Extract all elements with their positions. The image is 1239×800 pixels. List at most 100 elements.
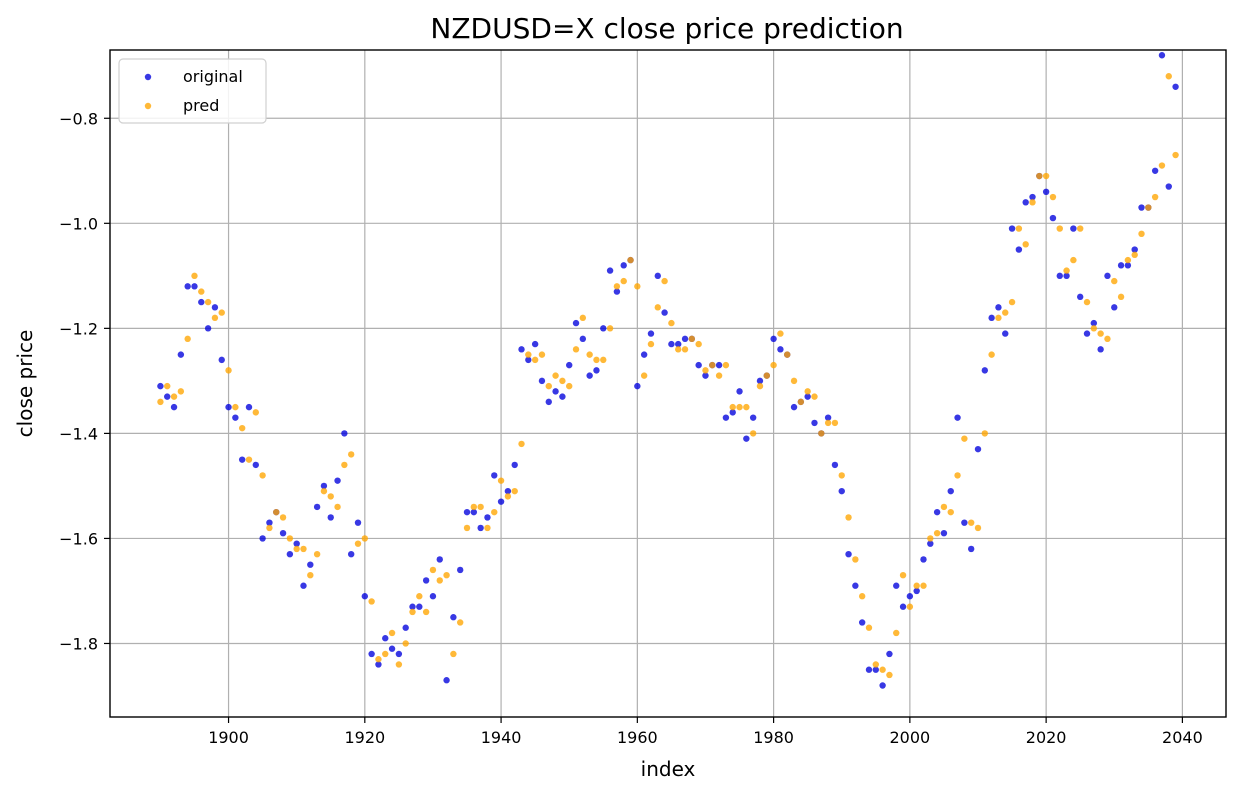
point-pred [818,430,825,437]
point-original [988,314,995,322]
point-pred [1117,293,1125,301]
point-pred [811,393,818,400]
point-original [238,456,246,463]
point-pred [1083,298,1091,306]
point-original [879,682,886,689]
point-pred [572,346,580,353]
point-pred [606,325,614,332]
point-pred [831,419,839,427]
point-original [552,388,559,395]
point-pred [995,314,1002,322]
point-original [245,403,253,411]
point-original [1056,272,1063,280]
point-original [1008,225,1016,232]
point-original [559,393,566,400]
point-pred [749,430,757,437]
legend-marker-original [144,73,152,81]
point-pred [893,629,900,637]
point-pred [416,593,423,600]
point-original [940,529,948,537]
point-pred [497,477,505,484]
point-original [838,487,845,495]
point-original [749,414,757,421]
point-pred [157,398,164,406]
point-original [1111,304,1118,311]
point-original [1029,193,1036,201]
point-pred [790,377,798,385]
point-original [586,372,593,379]
point-original [252,461,260,469]
point-pred [327,493,334,500]
point-original [279,529,287,537]
legend-box [118,58,267,124]
point-pred [784,351,791,358]
point-original [804,393,811,400]
point-pred [198,288,205,295]
point-pred [259,472,266,479]
point-pred [531,356,539,364]
x-tick-label: 2040 [1162,728,1203,747]
point-pred [395,661,403,668]
point-original [899,603,907,610]
point-pred [307,571,314,579]
point-original [715,361,723,369]
plot-frame [109,49,1227,718]
x-tick-label: 1960 [617,728,658,747]
point-original [695,361,702,369]
legend-label-pred: pred [183,96,219,115]
legend: original pred [118,58,267,124]
y-tick-label: −1.0 [59,214,98,233]
point-pred [852,556,859,563]
point-pred [688,335,696,343]
point-pred [920,582,927,589]
point-pred [838,472,845,479]
point-pred [681,346,689,353]
point-original [307,561,314,568]
point-pred [422,608,430,616]
point-pred [777,330,784,337]
point-pred [886,671,893,679]
point-pred [477,503,484,511]
point-pred [743,403,750,411]
point-original [790,403,798,411]
point-pred [654,304,661,311]
point-original [470,508,478,516]
point-pred [545,382,552,390]
point-original [429,593,437,600]
point-pred [1056,225,1063,232]
point-pred [388,629,396,637]
point-original [518,346,525,353]
point-original [531,340,539,348]
point-pred [613,283,621,290]
point-pred [1097,330,1104,337]
point-original [538,377,546,385]
point-pred [300,545,307,553]
point-pred [1124,256,1132,264]
point-original [1063,272,1070,280]
x-axis-label: index [641,757,696,781]
point-original [1049,214,1057,222]
point-pred [1158,162,1166,169]
point-original [300,582,307,589]
point-original [600,325,607,332]
point-pred [286,535,294,542]
point-pred [368,598,375,605]
point-pred [1036,172,1043,180]
point-original [852,582,859,589]
point-original [1124,262,1132,269]
point-original [1172,83,1179,90]
point-pred [552,372,559,379]
point-pred [763,372,770,379]
point-original [347,550,355,558]
point-pred [879,666,886,673]
point-original [334,477,341,484]
point-pred [593,356,600,364]
point-original [933,508,941,516]
point-pred [715,372,723,379]
y-tick-label: −1.6 [59,529,98,548]
point-original [865,666,873,673]
data-points [157,52,1179,689]
point-original [729,409,736,416]
point-pred [647,340,655,348]
point-original [1097,346,1104,353]
